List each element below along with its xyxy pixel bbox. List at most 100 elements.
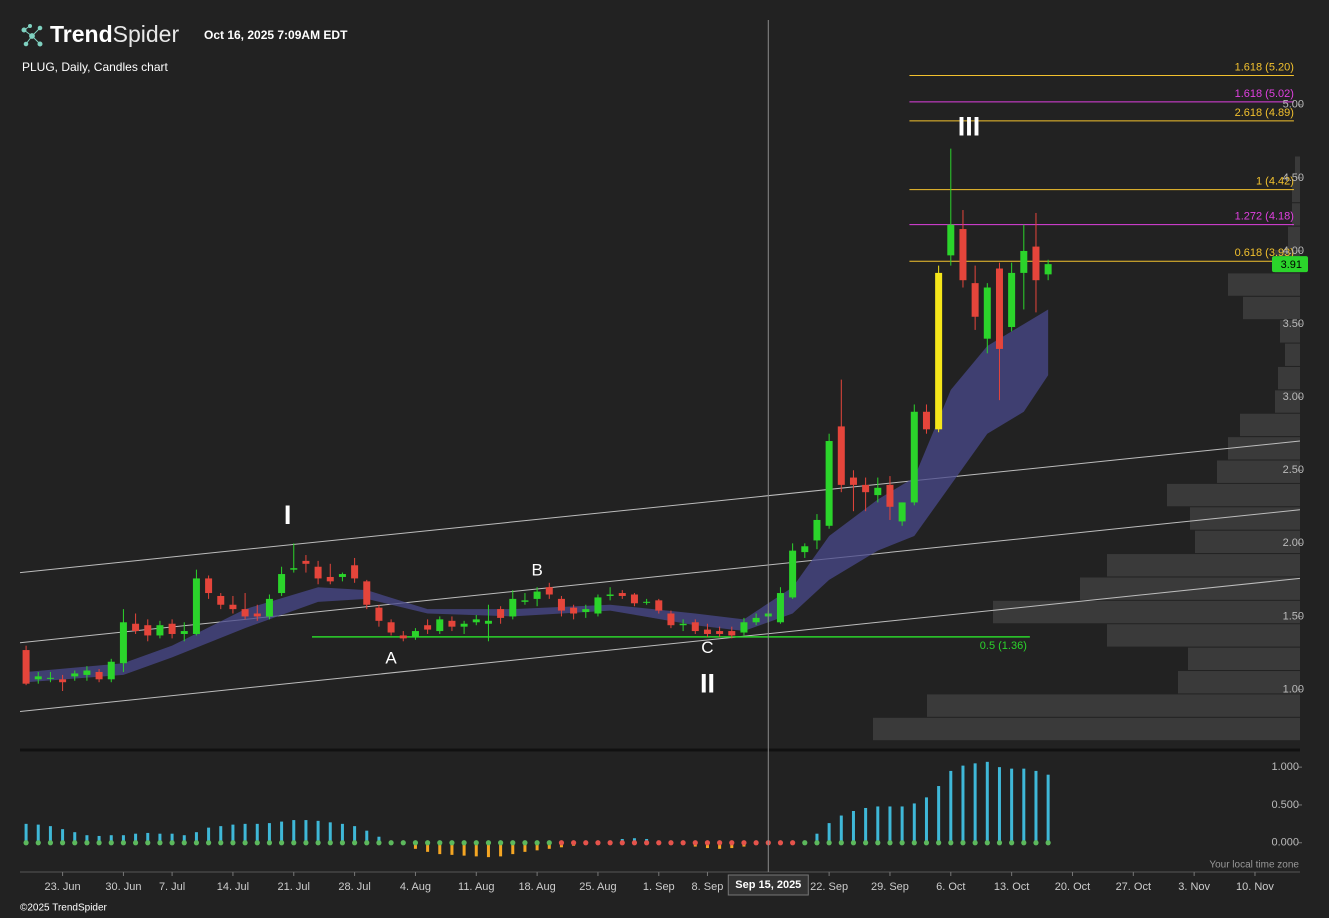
osc-dot (1033, 840, 1039, 846)
wave-label: II (700, 668, 715, 698)
osc-bar (413, 842, 417, 849)
chart-name: PLUG, Daily, Candles chart (22, 60, 169, 74)
candle-body (71, 673, 79, 677)
osc-bar (304, 820, 308, 843)
x-tick-label: 25. Aug (579, 881, 616, 893)
volume-profile-bar (1195, 530, 1300, 554)
timezone-note: Your local time zone (1209, 860, 1299, 871)
candle-body (557, 598, 565, 611)
osc-bar (377, 836, 381, 843)
candle-body (46, 677, 54, 679)
osc-dot (84, 840, 90, 846)
osc-bar (462, 842, 466, 856)
candle-body (995, 268, 1003, 349)
candle-body (132, 623, 140, 632)
candle-body (643, 601, 651, 603)
osc-dot (899, 840, 905, 846)
osc-bar (900, 806, 904, 843)
wave-label: III (958, 111, 981, 141)
logo-light: Spider (113, 21, 180, 47)
osc-bar (292, 820, 296, 843)
trendline (20, 577, 1300, 712)
volume-profile-bar (1292, 203, 1300, 226)
candle-body (229, 604, 237, 610)
osc-dot (327, 840, 333, 846)
candle-body (910, 411, 918, 503)
osc-dot (960, 840, 966, 846)
osc-dot (352, 840, 358, 846)
volume-profile-bar (1080, 577, 1300, 600)
osc-dot (656, 840, 662, 846)
timestamp: Oct 16, 2025 7:09AM EDT (204, 28, 348, 42)
osc-dot (510, 840, 516, 846)
candle-body (849, 477, 857, 485)
candle-body (886, 484, 894, 507)
osc-bar (207, 827, 211, 843)
osc-dot (120, 840, 127, 846)
osc-dot (169, 840, 175, 846)
osc-dot (984, 840, 990, 846)
candle-body (59, 679, 67, 683)
osc-dot (814, 840, 820, 846)
osc-dot (193, 840, 200, 846)
osc-dot (218, 840, 224, 846)
osc-bar (243, 823, 247, 843)
candle-body (253, 613, 261, 617)
candle-body (424, 625, 432, 630)
candle-body (265, 598, 273, 617)
wave-label: B (531, 561, 542, 580)
osc-bar (353, 826, 357, 843)
y-tick-label: 1.50 (1283, 610, 1304, 622)
osc-tick-label: 0.500 (1271, 799, 1299, 811)
candle-body (363, 581, 371, 605)
osc-dot (364, 840, 370, 846)
osc-bar (997, 767, 1001, 843)
x-tick-label: 4. Aug (400, 881, 431, 893)
osc-bar (511, 842, 515, 855)
candle-body (752, 617, 760, 623)
candle-body (1020, 250, 1028, 273)
osc-dot (1045, 840, 1051, 846)
x-tick-label: 7. Jul (159, 881, 185, 893)
candle-body (691, 622, 699, 632)
x-tick-label: 27. Oct (1116, 881, 1151, 893)
candle-body (22, 650, 30, 684)
osc-bar (146, 832, 150, 843)
osc-bar (718, 842, 722, 849)
osc-dot (23, 840, 29, 846)
osc-dot (108, 840, 114, 846)
osc-dot (644, 840, 650, 846)
candle-body (935, 272, 943, 430)
osc-bar (1010, 768, 1014, 843)
osc-bar (194, 832, 198, 843)
support-label: 0.5 (1.36) (980, 640, 1027, 652)
y-tick-label: 2.50 (1283, 464, 1304, 476)
osc-bar (328, 822, 332, 843)
volume-profile-bar (1288, 226, 1300, 250)
candle-body (375, 607, 383, 621)
candle-body (679, 623, 687, 626)
candle-body (728, 631, 736, 636)
x-tick-label: 8. Sep (692, 881, 724, 893)
osc-dot (948, 840, 954, 846)
volume-profile-bar (1228, 273, 1300, 296)
osc-dot (96, 840, 102, 846)
osc-bar (924, 797, 928, 843)
candle-body (1032, 246, 1040, 281)
osc-bar (109, 835, 113, 843)
y-tick-label: 5.00 (1283, 99, 1304, 111)
osc-dot (558, 840, 565, 846)
osc-tick-label: 0.000 (1271, 837, 1299, 849)
osc-dot (473, 840, 479, 846)
volume-profile-bar (1292, 179, 1300, 203)
osc-dot (303, 840, 309, 846)
y-tick-label: 1.00 (1283, 683, 1304, 695)
candle-body (144, 625, 152, 636)
volume-profile-bar (1190, 507, 1300, 530)
osc-bar (1022, 768, 1026, 843)
osc-bar (231, 824, 235, 843)
x-tick-label: 18. Aug (518, 881, 555, 893)
x-tick-label: 22. Sep (810, 881, 848, 893)
